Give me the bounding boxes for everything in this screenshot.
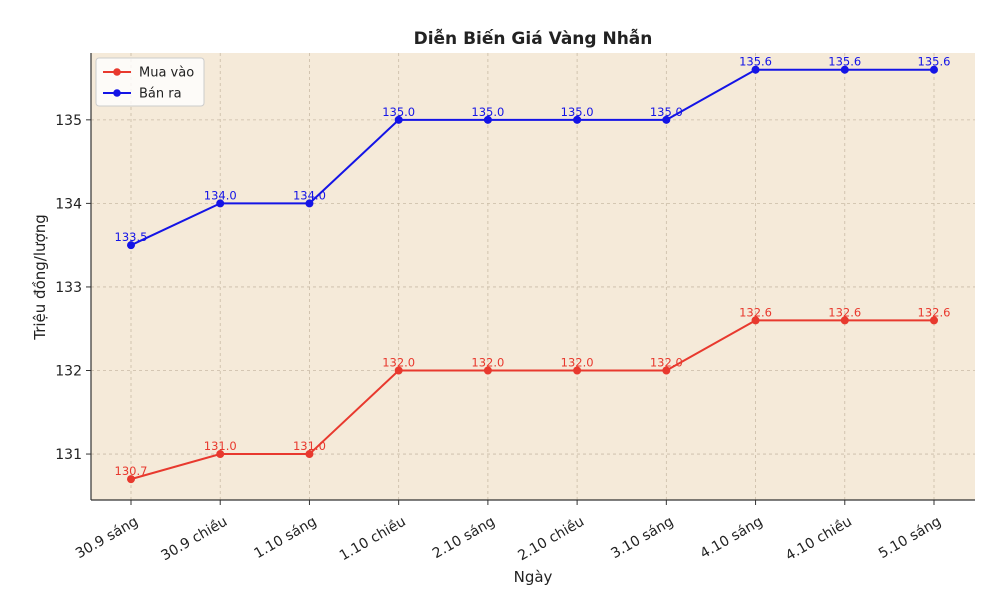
data-label-mua-vao: 132.0 bbox=[471, 355, 504, 369]
legend-label-ban-ra: Bán ra bbox=[139, 87, 182, 102]
data-label-ban-ra: 135.6 bbox=[828, 55, 861, 69]
data-label-mua-vao: 130.7 bbox=[115, 464, 148, 478]
y-tick-label: 131 bbox=[55, 447, 82, 463]
x-tick-label: 3.10 sáng bbox=[608, 514, 676, 562]
series-line-ban-ra bbox=[130, 68, 934, 247]
data-label-ban-ra: 135.0 bbox=[561, 105, 594, 119]
data-point-mua-vao bbox=[662, 366, 671, 375]
data-label-ban-ra: 135.6 bbox=[918, 55, 951, 69]
data-point-ban-ra bbox=[394, 115, 403, 124]
series-line-mua-vao bbox=[130, 319, 934, 481]
legend-marker-mua-vao bbox=[113, 68, 121, 76]
grid-lines bbox=[91, 53, 975, 500]
x-tick-label: 1.10 chiều bbox=[336, 513, 408, 565]
data-label-mua-vao: 132.0 bbox=[561, 355, 594, 369]
y-ticks: 131 132 133 134 135 bbox=[55, 113, 91, 463]
data-point-ban-ra bbox=[662, 115, 671, 124]
data-point-ban-ra bbox=[751, 65, 760, 74]
data-point-mua-vao bbox=[751, 316, 760, 325]
data-label-ban-ra: 135.0 bbox=[382, 105, 415, 119]
data-point-ban-ra bbox=[573, 115, 582, 124]
y-axis-label: Triệu đồng/lượng bbox=[31, 214, 49, 340]
data-label-mua-vao: 132.6 bbox=[739, 305, 772, 319]
data-label-mua-vao: 131.0 bbox=[204, 439, 237, 453]
data-label-mua-vao: 131.0 bbox=[293, 439, 326, 453]
data-label-ban-ra: 135.0 bbox=[471, 105, 504, 119]
y-tick-label: 132 bbox=[55, 363, 82, 379]
data-point-mua-vao bbox=[127, 475, 135, 484]
data-label-ban-ra: 135.0 bbox=[650, 105, 683, 119]
data-label-mua-vao: 132.6 bbox=[918, 305, 951, 319]
legend-label-mua-vao: Mua vào bbox=[139, 66, 194, 81]
data-point-ban-ra bbox=[840, 65, 849, 74]
data-point-mua-vao bbox=[394, 366, 403, 375]
x-tick-label: 5.10 sáng bbox=[876, 514, 944, 562]
x-tick-label: 30.9 sáng bbox=[73, 514, 141, 562]
x-axis-label: Ngày bbox=[514, 568, 553, 586]
data-point-ban-ra bbox=[930, 65, 938, 74]
data-point-ban-ra bbox=[305, 199, 314, 208]
data-point-mua-vao bbox=[305, 450, 314, 459]
data-label-ban-ra: 133.5 bbox=[115, 230, 148, 244]
plot-area bbox=[91, 53, 975, 500]
data-label-mua-vao: 132.6 bbox=[828, 305, 861, 319]
data-label-ban-ra: 134.0 bbox=[293, 188, 326, 202]
x-tick-label: 4.10 chiều bbox=[783, 513, 855, 565]
data-label-ban-ra: 134.0 bbox=[204, 188, 237, 202]
x-tick-label: 4.10 sáng bbox=[698, 514, 766, 562]
data-label-mua-vao: 132.0 bbox=[650, 355, 683, 369]
x-tick-label: 30.9 chiều bbox=[158, 513, 230, 565]
x-tick-label: 2.10 sáng bbox=[430, 514, 498, 562]
x-ticks: 30.9 sáng 30.9 chiều 1.10 sáng 1.10 chiều 2.… bbox=[73, 500, 944, 564]
data-point-mua-vao bbox=[930, 316, 938, 325]
x-tick-label: 2.10 chiều bbox=[515, 513, 587, 565]
data-point-mua-vao bbox=[840, 316, 849, 325]
data-point-ban-ra bbox=[127, 241, 135, 250]
y-tick-label: 135 bbox=[55, 113, 82, 129]
x-tick-label: 1.10 sáng bbox=[251, 514, 319, 562]
data-label-mua-vao: 132.0 bbox=[382, 355, 415, 369]
data-point-mua-vao bbox=[573, 366, 582, 375]
data-point-ban-ra bbox=[483, 115, 492, 124]
data-point-mua-vao bbox=[483, 366, 492, 375]
legend: Mua vào Bán ra bbox=[95, 57, 205, 107]
data-point-ban-ra bbox=[216, 199, 225, 208]
data-label-ban-ra: 135.6 bbox=[739, 55, 772, 69]
chart-title: Diễn Biến Giá Vàng Nhẫn bbox=[414, 27, 653, 49]
y-tick-label: 134 bbox=[55, 196, 82, 212]
data-point-mua-vao bbox=[216, 450, 225, 459]
y-tick-label: 133 bbox=[55, 280, 82, 296]
legend-marker-ban-ra bbox=[113, 89, 121, 97]
series: 130.7 131.0 131.0 132.0 132.0 132.0 132.0 132.6… bbox=[115, 55, 951, 484]
